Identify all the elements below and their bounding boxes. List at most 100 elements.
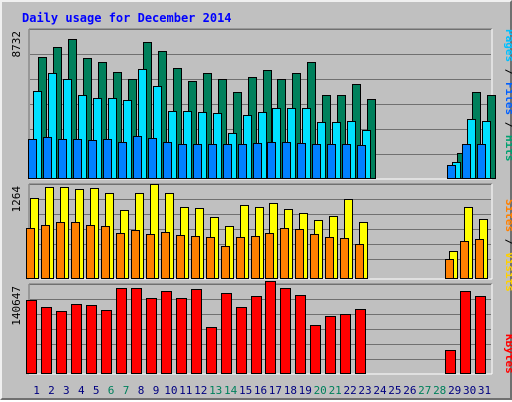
bar-kbytes-day-7 xyxy=(116,288,127,374)
x-tick-label: 20 xyxy=(314,384,327,397)
legend-kbytes: KBytes xyxy=(503,334,512,374)
bar-pages-day-3 xyxy=(58,139,67,179)
x-tick-label: 16 xyxy=(254,384,267,397)
x-tick-label: 14 xyxy=(224,384,238,397)
bar-pages-day-22 xyxy=(342,144,351,179)
bar-files-day-5 xyxy=(93,98,102,179)
bar-pages-day-1 xyxy=(28,139,37,179)
legend-visits-panel: Sites / Visits xyxy=(503,199,512,292)
bar-sites-day-9 xyxy=(146,234,155,279)
bar-sites-day-20 xyxy=(310,234,319,279)
x-tick-label: 29 xyxy=(448,384,461,397)
bar-pages-day-7 xyxy=(118,142,127,179)
bar-sites-day-14 xyxy=(221,246,230,279)
bar-sites-day-12 xyxy=(191,236,200,279)
bar-sites-day-31 xyxy=(475,239,484,279)
legend-separator: / xyxy=(503,62,512,82)
bar-pages-day-12 xyxy=(193,144,202,179)
bar-kbytes-day-20 xyxy=(310,325,321,374)
bar-sites-day-21 xyxy=(325,237,334,279)
bar-kbytes-day-2 xyxy=(41,307,52,374)
bar-pages-day-5 xyxy=(88,140,97,179)
bar-kbytes-day-11 xyxy=(176,298,187,374)
bar-sites-day-4 xyxy=(71,222,80,279)
bar-pages-day-17 xyxy=(267,142,276,179)
x-tick-label: 24 xyxy=(373,384,387,397)
legend-files: Files xyxy=(503,82,512,115)
bar-sites-day-5 xyxy=(86,225,95,279)
x-tick-label: 1 xyxy=(33,384,40,397)
x-tick-label: 27 xyxy=(418,384,431,397)
legend-separator: / xyxy=(503,232,512,252)
bar-kbytes-day-9 xyxy=(146,298,157,374)
x-tick-label: 31 xyxy=(478,384,491,397)
bar-sites-day-10 xyxy=(161,232,170,279)
x-tick-label: 8 xyxy=(138,384,145,397)
bar-files-day-1 xyxy=(33,91,42,179)
bar-sites-day-29 xyxy=(445,259,454,279)
bar-sites-day-19 xyxy=(295,229,304,279)
legend-hits: Hits xyxy=(503,135,512,162)
legend-kbytes-panel: KBytes xyxy=(503,334,512,374)
bar-files-day-9 xyxy=(153,86,162,179)
bar-sites-day-8 xyxy=(131,230,140,279)
bar-kbytes-day-14 xyxy=(221,293,232,374)
bar-files-day-2 xyxy=(48,73,57,179)
bar-kbytes-day-29 xyxy=(445,350,456,374)
bar-pages-day-19 xyxy=(297,143,306,179)
bar-pages-day-20 xyxy=(312,144,321,179)
bar-files-day-7 xyxy=(123,100,132,179)
x-tick-label: 21 xyxy=(329,384,342,397)
legend-hits-panel: Pages / Files / Hits xyxy=(503,29,512,162)
x-tick-label: 4 xyxy=(78,384,85,397)
bar-sites-day-11 xyxy=(176,235,185,279)
legend-separator: / xyxy=(503,115,512,135)
bar-pages-day-23 xyxy=(357,145,366,179)
y-max-label-kbytes: 140647 xyxy=(10,286,23,326)
bar-kbytes-day-13 xyxy=(206,327,217,374)
bar-sites-day-13 xyxy=(206,237,215,279)
bar-pages-day-11 xyxy=(178,144,187,179)
bar-kbytes-day-18 xyxy=(280,288,291,374)
bar-kbytes-day-17 xyxy=(265,281,276,374)
x-tick-label: 13 xyxy=(209,384,222,397)
y-max-label-visits: 1264 xyxy=(10,186,23,213)
bar-sites-day-30 xyxy=(460,241,469,279)
legend-sites: Sites xyxy=(503,199,512,232)
x-tick-label: 9 xyxy=(153,384,160,397)
bar-sites-day-1 xyxy=(26,228,35,279)
bar-kbytes-day-23 xyxy=(355,309,366,374)
bar-pages-day-30 xyxy=(462,144,471,179)
bar-pages-day-21 xyxy=(327,144,336,179)
bar-files-day-3 xyxy=(63,79,72,179)
bar-kbytes-day-22 xyxy=(340,314,351,374)
x-tick-label: 30 xyxy=(463,384,476,397)
bar-kbytes-day-10 xyxy=(161,291,172,374)
x-tick-label: 2 xyxy=(48,384,55,397)
bar-pages-day-16 xyxy=(253,143,262,179)
bar-kbytes-day-16 xyxy=(251,296,262,374)
x-tick-label: 10 xyxy=(164,384,177,397)
bar-kbytes-day-5 xyxy=(86,305,97,374)
bar-pages-day-18 xyxy=(282,142,291,179)
bar-sites-day-6 xyxy=(101,226,110,279)
x-tick-label: 28 xyxy=(433,384,446,397)
y-max-label-hits: 8732 xyxy=(10,31,23,58)
bar-sites-day-2 xyxy=(41,225,50,279)
bar-kbytes-day-19 xyxy=(295,295,306,374)
bar-pages-day-29 xyxy=(447,165,456,179)
bar-kbytes-day-31 xyxy=(475,296,486,374)
bar-pages-day-15 xyxy=(238,144,247,179)
legend-pages: Pages xyxy=(503,29,512,62)
x-tick-label: 26 xyxy=(403,384,416,397)
bar-sites-day-17 xyxy=(265,233,274,279)
bar-kbytes-day-21 xyxy=(325,316,336,374)
bar-pages-day-9 xyxy=(148,138,157,179)
x-tick-label: 5 xyxy=(93,384,100,397)
x-tick-label: 19 xyxy=(299,384,312,397)
x-tick-label: 17 xyxy=(269,384,282,397)
bar-pages-day-4 xyxy=(73,139,82,179)
x-tick-label: 15 xyxy=(239,384,252,397)
bar-kbytes-day-12 xyxy=(191,289,202,374)
